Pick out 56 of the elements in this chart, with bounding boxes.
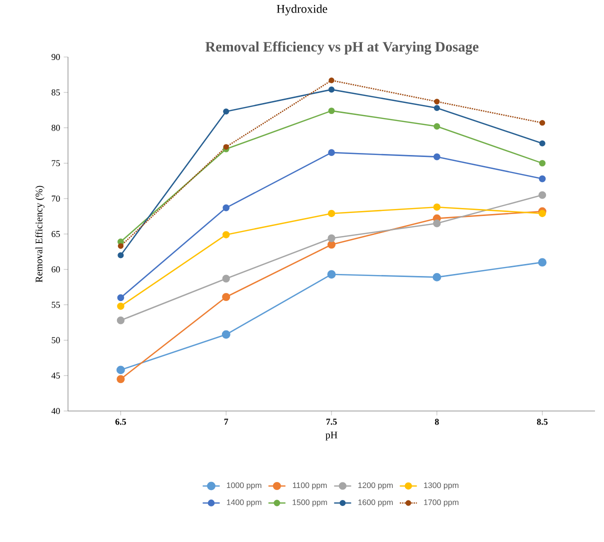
point: [328, 149, 335, 156]
point: [433, 203, 441, 211]
x-tick-label: 8.5: [536, 418, 548, 425]
point: [117, 302, 124, 310]
point: [223, 144, 229, 150]
point: [222, 204, 230, 212]
x-axis-title: pH: [326, 432, 338, 440]
y-tick-label: 80: [52, 124, 60, 131]
text: Hydroxide: [276, 4, 328, 16]
point: [433, 153, 440, 160]
point: [116, 366, 125, 374]
point: [538, 258, 547, 267]
point: [434, 98, 440, 104]
chart-title: Removal Efficiency vs pH at Varying Dosage: [205, 41, 478, 55]
point: [434, 104, 440, 112]
point: [117, 294, 124, 302]
point: [538, 210, 546, 218]
point: [222, 231, 230, 238]
y-tick-label: 85: [52, 89, 60, 96]
point: [118, 243, 124, 249]
point: [328, 210, 336, 218]
point: [434, 123, 440, 130]
point: [539, 160, 546, 166]
y-tick-label: 45: [51, 372, 60, 379]
point: [328, 78, 334, 84]
point: [327, 270, 336, 279]
point: [223, 108, 230, 115]
point: [433, 220, 441, 228]
y-tick-label: 50: [52, 337, 60, 344]
point: [222, 292, 230, 302]
point: [539, 140, 546, 146]
point: [116, 375, 125, 384]
y-tick-label: 65: [52, 230, 60, 238]
point: [539, 120, 546, 126]
point: [538, 191, 546, 199]
y-tick-label: 60: [52, 266, 60, 272]
x-tick-label: 6.5: [115, 418, 126, 425]
y-tick-label: 70: [52, 196, 60, 202]
point: [222, 330, 230, 339]
y-tick-label: 90: [52, 54, 60, 60]
y-tick-label: 40: [51, 408, 60, 414]
point: [327, 240, 336, 249]
x-tick-label: 7.5: [326, 418, 337, 425]
y-tick-label: 55: [52, 302, 60, 308]
point: [116, 316, 125, 324]
point: [328, 86, 335, 93]
point: [222, 274, 230, 282]
y-tick-label: 75: [52, 160, 60, 166]
x-tick-label: 7: [224, 418, 228, 425]
point: [118, 252, 124, 258]
point: [328, 234, 336, 242]
y-axis-title: Removal Efficiency (%): [35, 186, 44, 282]
point: [328, 108, 335, 114]
x-tick-label: 8: [434, 418, 439, 425]
point: [432, 272, 442, 282]
point: [538, 175, 546, 182]
